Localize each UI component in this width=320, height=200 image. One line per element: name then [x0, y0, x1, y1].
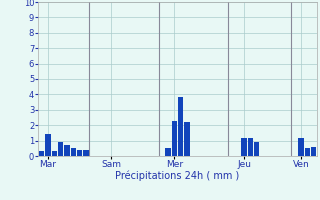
Bar — [184, 122, 190, 156]
Bar — [64, 145, 69, 156]
Bar — [165, 148, 171, 156]
Bar — [298, 138, 304, 156]
Bar — [39, 151, 44, 156]
Bar — [254, 142, 260, 156]
Bar — [77, 150, 82, 156]
Bar — [83, 150, 89, 156]
Bar — [241, 138, 247, 156]
Bar — [178, 97, 183, 156]
X-axis label: Précipitations 24h ( mm ): Précipitations 24h ( mm ) — [116, 171, 240, 181]
Bar — [52, 151, 57, 156]
Bar — [248, 138, 253, 156]
Bar — [311, 147, 316, 156]
Bar — [45, 134, 51, 156]
Bar — [70, 148, 76, 156]
Bar — [172, 121, 177, 156]
Bar — [58, 142, 63, 156]
Bar — [305, 148, 310, 156]
